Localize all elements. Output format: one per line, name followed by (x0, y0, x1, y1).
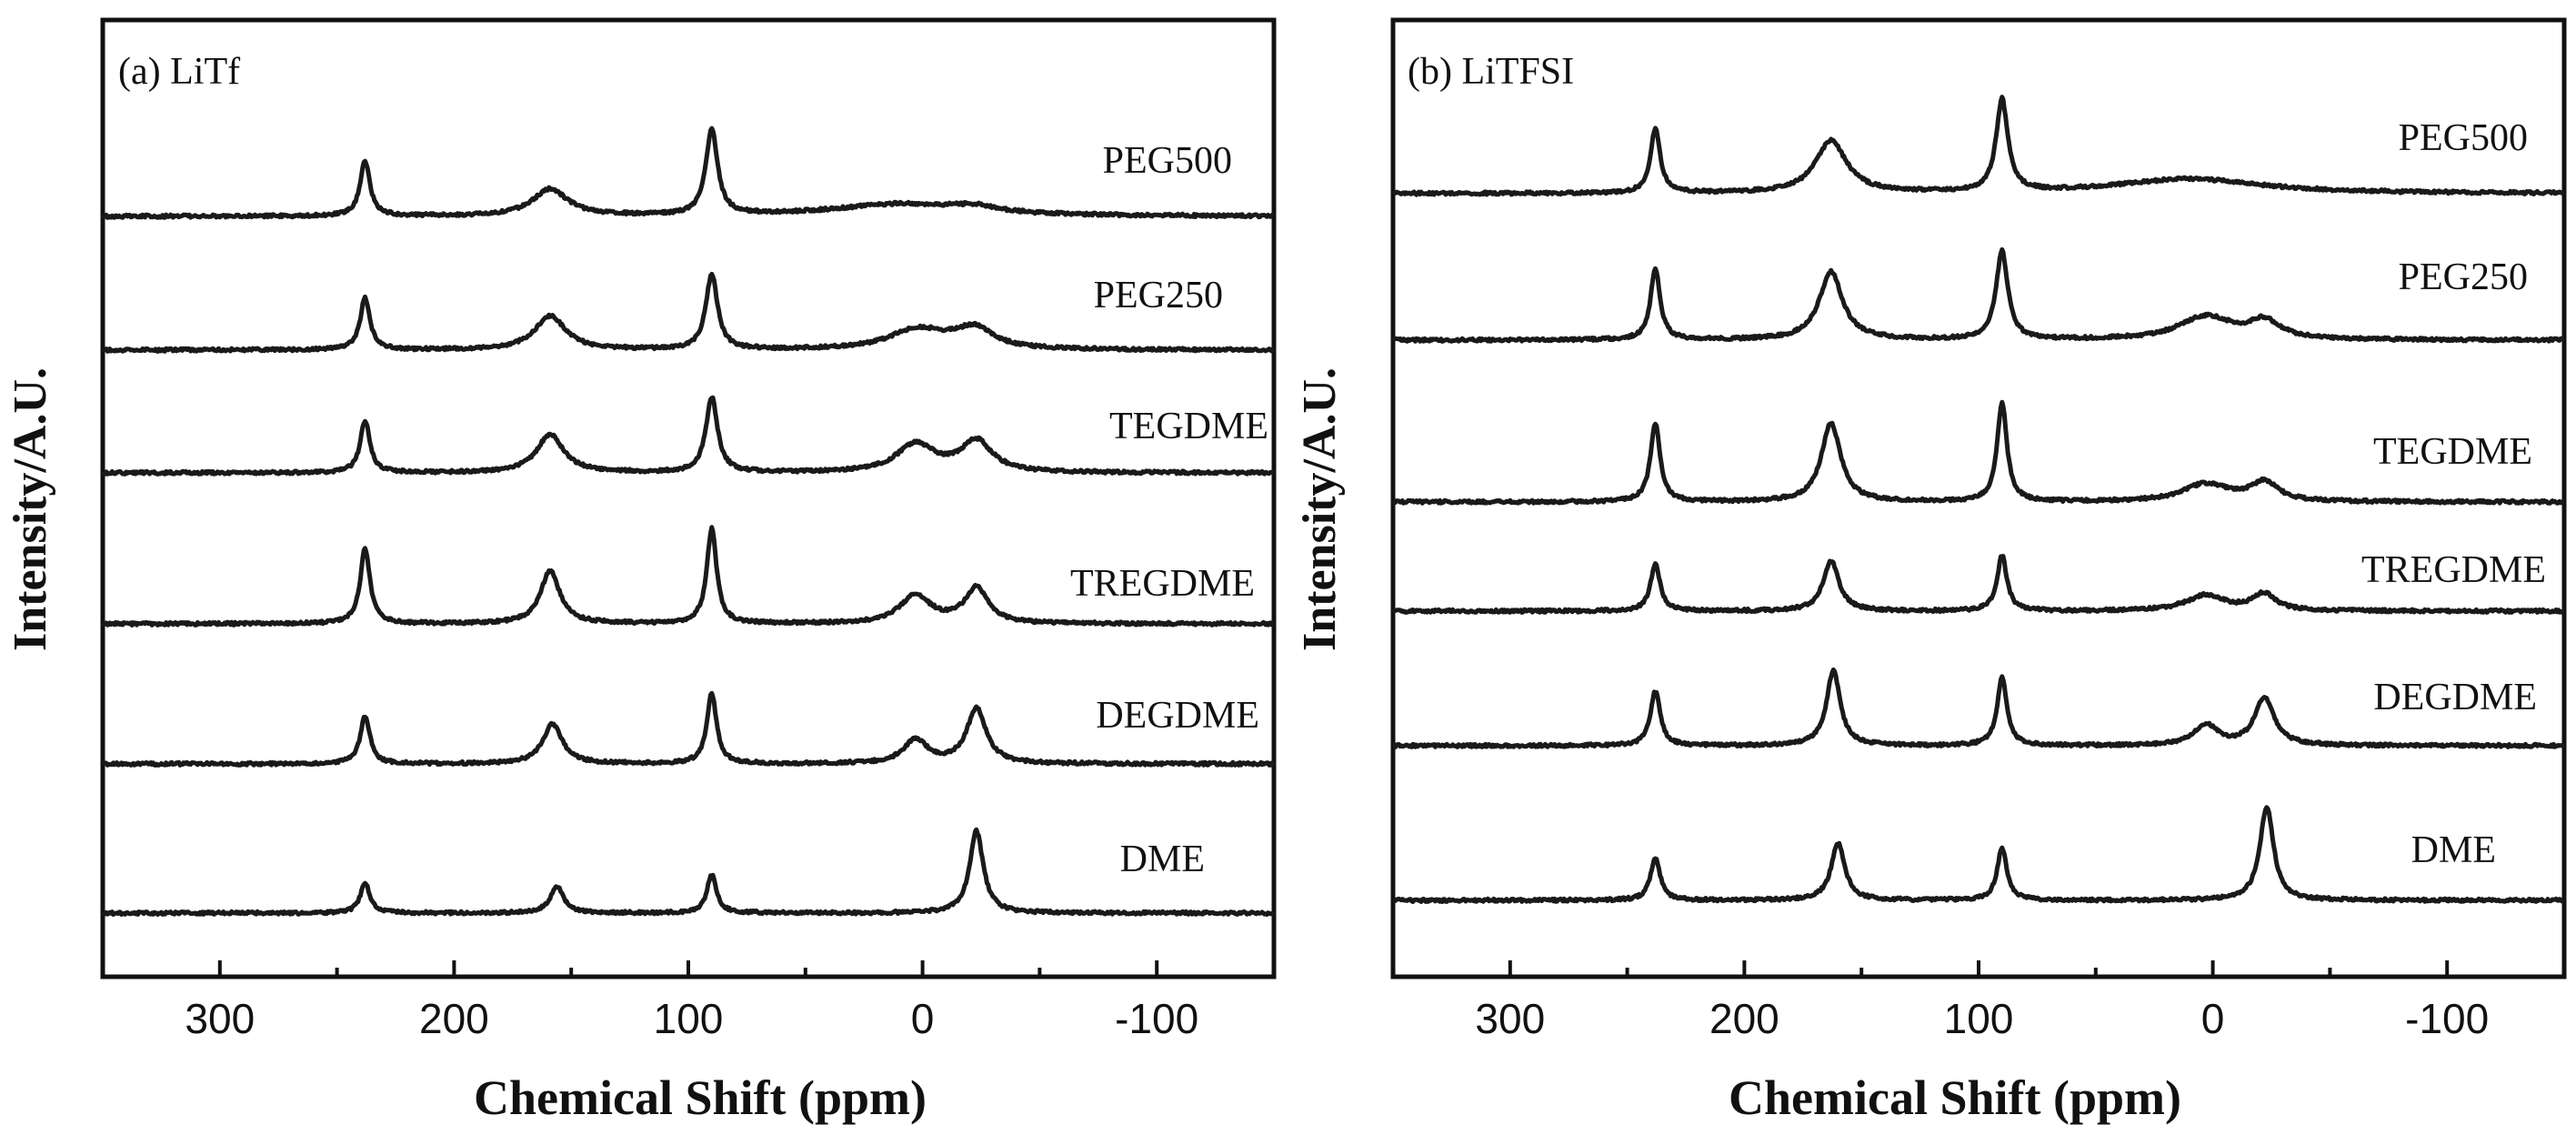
series-label-tregdme: TREGDME (1070, 563, 1255, 605)
x-axis-label: Chemical Shift (ppm) (1729, 1070, 2181, 1125)
series-label-peg500: PEG500 (1103, 140, 1232, 182)
x-tick-label: 100 (1944, 995, 2014, 1042)
spectrum-dme (101, 827, 1277, 918)
series-labels: PEG500 PEG250 TEGDME TREGDME DEGDME DME (1070, 140, 1268, 880)
x-ticks: 300 200 100 0 -100 (1391, 960, 2566, 1042)
panel-a: Intensity/A.U. (a) LiTf 300 200 100 0 -100 P… (5, 17, 1277, 1125)
spectrum-degdme (101, 690, 1276, 768)
y-axis-label: Intensity/A.U. (1294, 367, 1346, 651)
x-ticks: 300 200 100 0 -100 (101, 960, 1276, 1042)
spectrum-tregdme (1391, 554, 2566, 615)
spectrum-peg250 (101, 271, 1276, 354)
spectrum-peg500 (100, 126, 1276, 220)
series-label-peg250: PEG250 (2399, 256, 2528, 298)
panel-label: (b) LiTFSI (1408, 51, 1574, 93)
x-axis-label: Chemical Shift (ppm) (474, 1070, 927, 1125)
spectrum-dme (1391, 805, 2566, 904)
spectrum-degdme (1391, 667, 2566, 749)
x-tick-label: 200 (419, 995, 489, 1042)
panel-label: (a) LiTf (118, 51, 240, 93)
spectrum-peg250 (1390, 246, 2566, 344)
x-tick-label: 0 (2201, 995, 2225, 1042)
x-tick-label: -100 (1115, 995, 1198, 1042)
spectrum-tegdme (1390, 399, 2566, 506)
series-labels: PEG500 PEG250 TEGDME TREGDME DEGDME DME (2361, 117, 2546, 871)
spectrum-tregdme (101, 525, 1276, 628)
series-label-degdme: DEGDME (1096, 695, 1259, 737)
spectrum-tegdme (100, 395, 1276, 477)
x-tick-label: 300 (185, 995, 255, 1042)
spectrum-peg500 (1391, 95, 2566, 197)
series-label-dme: DME (1120, 839, 1205, 880)
y-axis-label: Intensity/A.U. (5, 367, 56, 651)
series-label-tregdme: TREGDME (2361, 549, 2546, 591)
series-label-tegdme: TEGDME (1109, 406, 1268, 447)
x-tick-label: 100 (654, 995, 724, 1042)
series-label-peg500: PEG500 (2399, 117, 2528, 159)
series-label-peg250: PEG250 (1094, 275, 1223, 316)
series-label-tegdme: TEGDME (2373, 431, 2532, 473)
x-tick-label: -100 (2405, 995, 2489, 1042)
series-label-degdme: DEGDME (2373, 677, 2537, 718)
x-tick-label: 0 (911, 995, 935, 1042)
spectra (1390, 95, 2566, 904)
x-tick-label: 300 (1475, 995, 1545, 1042)
x-tick-label: 200 (1709, 995, 1779, 1042)
series-label-dme: DME (2411, 829, 2496, 871)
plot-frame (100, 17, 1277, 979)
spectra (100, 126, 1277, 918)
panel-b: Intensity/A.U. (b) LiTFSI 300 200 100 0 -100… (1294, 17, 2567, 1125)
